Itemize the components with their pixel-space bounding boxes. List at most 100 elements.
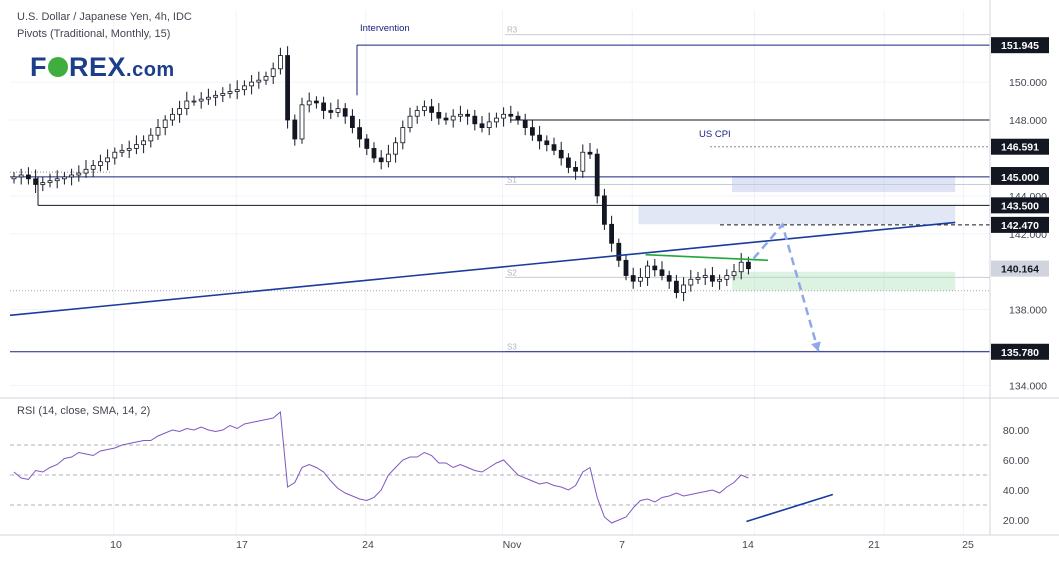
price-badge: [991, 216, 1049, 233]
candle-body: [421, 106, 427, 111]
candle-body: [609, 223, 614, 244]
candle-body: [544, 140, 550, 146]
candle-body: [414, 110, 420, 117]
candle-body: [638, 277, 643, 282]
price-badge: [991, 138, 1049, 155]
candle-body: [385, 153, 391, 163]
candle-body: [457, 113, 463, 117]
candle-body: [688, 278, 694, 286]
intervention-label: Intervention: [360, 23, 410, 34]
candle-body: [335, 108, 341, 113]
candle-body: [112, 151, 118, 159]
candle-body: [493, 117, 499, 123]
forex-logo: F REX.com: [30, 52, 175, 83]
candle-body: [378, 157, 384, 163]
rsi-tick-label: 40.00: [1003, 485, 1029, 497]
candle-body: [450, 115, 456, 121]
candle-body: [371, 148, 377, 159]
candle-body: [126, 148, 132, 151]
candle-body: [234, 89, 240, 92]
candle-body: [731, 271, 737, 276]
candle-body: [645, 265, 650, 278]
candle-body: [573, 167, 578, 172]
candle-body: [717, 278, 722, 282]
candle-body: [18, 174, 24, 178]
candle-body: [515, 115, 521, 121]
price-badge-label: 142.470: [1001, 220, 1039, 232]
candle-body: [169, 113, 175, 121]
price-zone: [638, 205, 956, 225]
candle-body: [407, 115, 413, 128]
candle-body: [11, 176, 17, 180]
price-badge: [991, 260, 1049, 277]
price-badge: [991, 343, 1049, 360]
candle-body: [666, 275, 672, 282]
candle-body: [443, 117, 449, 121]
candle-body: [702, 275, 708, 278]
candle-body: [263, 75, 269, 81]
candle-body: [630, 275, 636, 282]
price-tick-label: 150.000: [1009, 77, 1047, 89]
candle-body: [400, 127, 406, 144]
price-badge-label: 140.164: [1001, 264, 1039, 276]
candle-body: [558, 149, 564, 159]
projection-arrow-icon: [811, 341, 821, 352]
candle-body: [220, 93, 226, 96]
candle-body: [162, 119, 168, 128]
pivot-label-s1: S1: [507, 175, 517, 184]
pivot-label-s2: S2: [507, 268, 517, 277]
price-badge: [991, 197, 1049, 214]
candle-body: [119, 149, 125, 153]
candle-body: [292, 119, 298, 140]
price-tick-label: 138.000: [1009, 305, 1047, 317]
candle-body: [241, 85, 247, 91]
candle-body: [83, 168, 89, 174]
indicator-label: Pivots (Traditional, Monthly, 15): [17, 28, 171, 40]
rsi-tick-label: 60.00: [1003, 455, 1029, 467]
time-tick-label: 17: [236, 539, 248, 551]
candle-body: [328, 110, 334, 113]
candle-body: [551, 144, 557, 151]
candle-body: [90, 165, 96, 170]
time-tick-label: 10: [110, 539, 122, 551]
candle-body: [479, 123, 485, 128]
pivot-label-s3: S3: [507, 342, 517, 351]
candle-body: [321, 102, 327, 111]
candle-body: [616, 242, 622, 261]
candle-body: [530, 127, 535, 136]
candle-body: [213, 94, 219, 98]
logo-text-left: F: [30, 52, 47, 82]
candle-body: [133, 144, 139, 149]
candle-body: [436, 112, 442, 119]
candle-body: [429, 106, 435, 113]
pivot-label-r3: R3: [507, 26, 518, 35]
time-tick-label: 24: [362, 539, 374, 551]
candle-body: [746, 261, 751, 270]
candle-body: [306, 100, 312, 106]
candle-body: [349, 115, 355, 128]
price-zone: [732, 271, 956, 291]
price-badge: [991, 168, 1049, 185]
price-badge-label: 135.780: [1001, 347, 1039, 359]
candle-body: [25, 174, 31, 180]
trendline-support: [9, 221, 956, 317]
candle-body: [105, 157, 110, 163]
candle-body: [249, 81, 255, 87]
candle-body: [566, 157, 571, 168]
candle-body: [285, 55, 291, 121]
rsi-line: [13, 411, 749, 524]
us-cpi-label: US CPI: [699, 129, 731, 140]
candle-body: [393, 142, 399, 155]
candle-body: [695, 277, 701, 280]
coin-icon: [48, 57, 68, 77]
candle-body: [198, 98, 204, 102]
candle-body: [54, 178, 60, 182]
candle-body: [141, 140, 147, 146]
projection-path: [752, 222, 820, 352]
candle-body: [177, 108, 183, 115]
candle-body: [602, 195, 607, 225]
candle-body: [33, 178, 38, 185]
candle-body: [681, 284, 686, 293]
